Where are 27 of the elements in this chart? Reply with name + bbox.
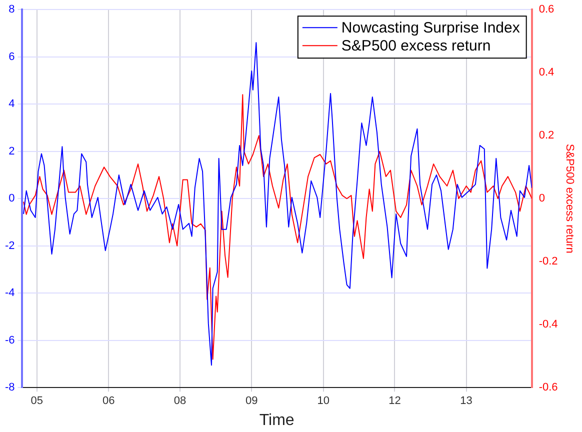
y2-tick-label: 0.2: [538, 130, 554, 142]
y2-tick-label: -0.2: [538, 256, 558, 268]
y-tick-label: -6: [5, 334, 15, 346]
y-tick-label: -2: [5, 240, 15, 252]
y2-axis-title: S&P500 excess return: [563, 144, 576, 254]
y-tick-label: 4: [8, 98, 15, 110]
x-tick-label: 09: [245, 395, 258, 408]
legend-label: S&P500 excess return: [341, 38, 491, 55]
y-tick-label: 8: [8, 4, 15, 16]
y-tick-label: 2: [8, 145, 15, 158]
y2-tick-label: -0.4: [538, 318, 558, 331]
y2-tick-label: 0.6: [538, 4, 554, 16]
y2-tick-label: 0: [538, 192, 545, 205]
y2-tick-label: -0.6: [538, 382, 558, 394]
y-tick-label: 0: [8, 192, 15, 205]
x-tick-label: 08: [174, 395, 186, 408]
y-tick-label: -8: [5, 382, 15, 394]
x-axis-title: Time: [259, 412, 294, 429]
x-tick-label: 12: [388, 395, 401, 408]
x-tick-label: 13: [460, 395, 472, 408]
x-tick-label: 10: [317, 395, 330, 408]
y-tick-label: 6: [8, 50, 15, 63]
y-tick-label: -4: [5, 287, 15, 300]
legend-label: Nowcasting Surprise Index: [341, 20, 520, 37]
x-tick-label: 05: [30, 395, 44, 408]
x-tick-label: 06: [102, 395, 115, 408]
y2-tick-label: 0.4: [538, 66, 554, 79]
